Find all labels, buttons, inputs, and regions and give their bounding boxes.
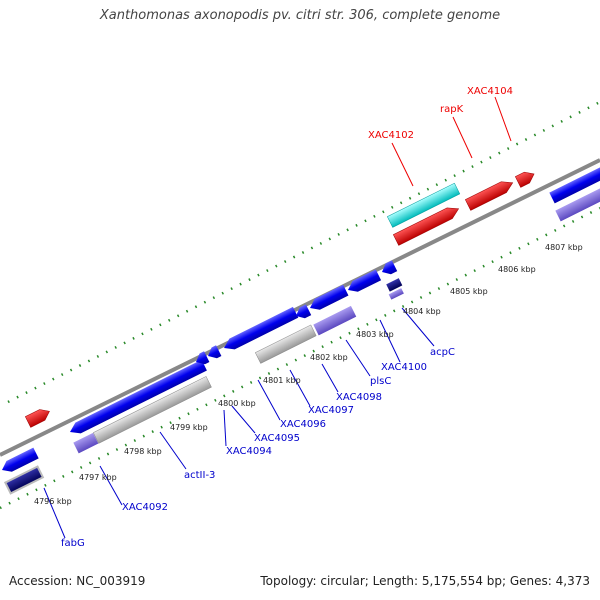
gene-grey-2[interactable]	[254, 324, 317, 364]
accession-text: Accession: NC_003919	[9, 574, 146, 588]
tick-label-4803: 4803 kbp	[356, 330, 394, 339]
gene-label-XAC4104[interactable]: XAC4104	[467, 86, 513, 97]
gene-purple-2[interactable]	[313, 305, 357, 336]
tick-label-4806: 4806 kbp	[498, 265, 536, 274]
gene-blue-small-2[interactable]	[205, 345, 222, 361]
features-reverse	[0, 260, 404, 495]
tick-label-4807: 4807 kbp	[545, 243, 583, 252]
tick-label-4798: 4798 kbp	[124, 447, 162, 456]
gene-label-XAC4096[interactable]: XAC4096	[280, 419, 326, 430]
gene-label-XAC4098[interactable]: XAC4098	[336, 392, 382, 403]
gene-label-plsC[interactable]: plsC	[370, 376, 391, 387]
gene-navy-left[interactable]	[3, 465, 45, 495]
gene-labels-bottom: fabG XAC4092 actII-3 XAC4094 XAC4095 XAC…	[61, 347, 455, 549]
gene-rapK-arrow[interactable]	[464, 177, 515, 211]
gene-blue-long-1[interactable]	[67, 359, 207, 438]
gene-label-XAC4092[interactable]: XAC4092	[122, 502, 168, 513]
gene-actII-3-grey[interactable]	[92, 376, 212, 444]
tick-label-4800: 4800 kbp	[218, 399, 256, 408]
tick-label-4801: 4801 kbp	[263, 376, 301, 385]
gene-label-acpC[interactable]: acpC	[430, 347, 455, 358]
tick-label-4796: 4796 kbp	[34, 497, 72, 506]
leader-lines-top	[391, 96, 512, 187]
genome-summary-text: Topology: circular; Length: 5,175,554 bp…	[260, 574, 590, 588]
gene-label-XAC4100[interactable]: XAC4100	[381, 362, 427, 373]
tick-label-4804: 4804 kbp	[403, 307, 441, 316]
upper-tick-track	[7, 100, 600, 404]
gene-cyan-rna[interactable]	[386, 182, 461, 228]
tick-labels: 4796 kbp 4797 kbp 4798 kbp 4799 kbp 4800…	[34, 243, 583, 506]
lower-tick-track	[0, 206, 600, 510]
gene-label-XAC4097[interactable]: XAC4097	[308, 405, 354, 416]
gene-label-fabG[interactable]: fabG	[61, 538, 85, 549]
tick-label-4805: 4805 kbp	[450, 287, 488, 296]
gene-navy-1[interactable]	[386, 278, 403, 292]
gene-blue-right[interactable]	[549, 165, 600, 204]
gene-blue-small-4[interactable]	[379, 260, 398, 277]
gene-blue-left[interactable]	[0, 447, 39, 476]
gene-blue-mid-3[interactable]	[345, 269, 382, 295]
gene-label-rapK[interactable]: rapK	[440, 104, 464, 115]
tick-label-4802: 4802 kbp	[310, 353, 348, 362]
gene-red-left-arrow[interactable]	[24, 406, 52, 428]
gene-blue-mid-2[interactable]	[307, 284, 349, 314]
gene-label-XAC4095[interactable]: XAC4095	[254, 433, 300, 444]
map-title: Xanthomonas axonopodis pv. citri str. 30…	[99, 8, 501, 23]
gene-labels-top: XAC4102 rapK XAC4104	[368, 86, 513, 141]
tick-label-4799: 4799 kbp	[170, 423, 208, 432]
gene-label-actII-3[interactable]: actII-3	[184, 470, 215, 481]
gene-blue-small-1[interactable]	[193, 351, 210, 367]
gene-blue-small-3[interactable]	[293, 304, 312, 321]
features-forward	[24, 165, 600, 428]
gene-purple-3[interactable]	[388, 288, 404, 300]
gene-label-XAC4102[interactable]: XAC4102	[368, 130, 414, 141]
gene-XAC4104-arrow[interactable]	[514, 169, 536, 188]
tick-label-4797: 4797 kbp	[79, 473, 117, 482]
gene-label-XAC4094[interactable]: XAC4094	[226, 446, 272, 457]
leader-lines-bottom	[43, 307, 435, 539]
gene-purple-1[interactable]	[73, 432, 99, 454]
gene-blue-mid-1[interactable]	[221, 306, 299, 353]
gene-XAC4102-arrow[interactable]	[392, 203, 461, 246]
